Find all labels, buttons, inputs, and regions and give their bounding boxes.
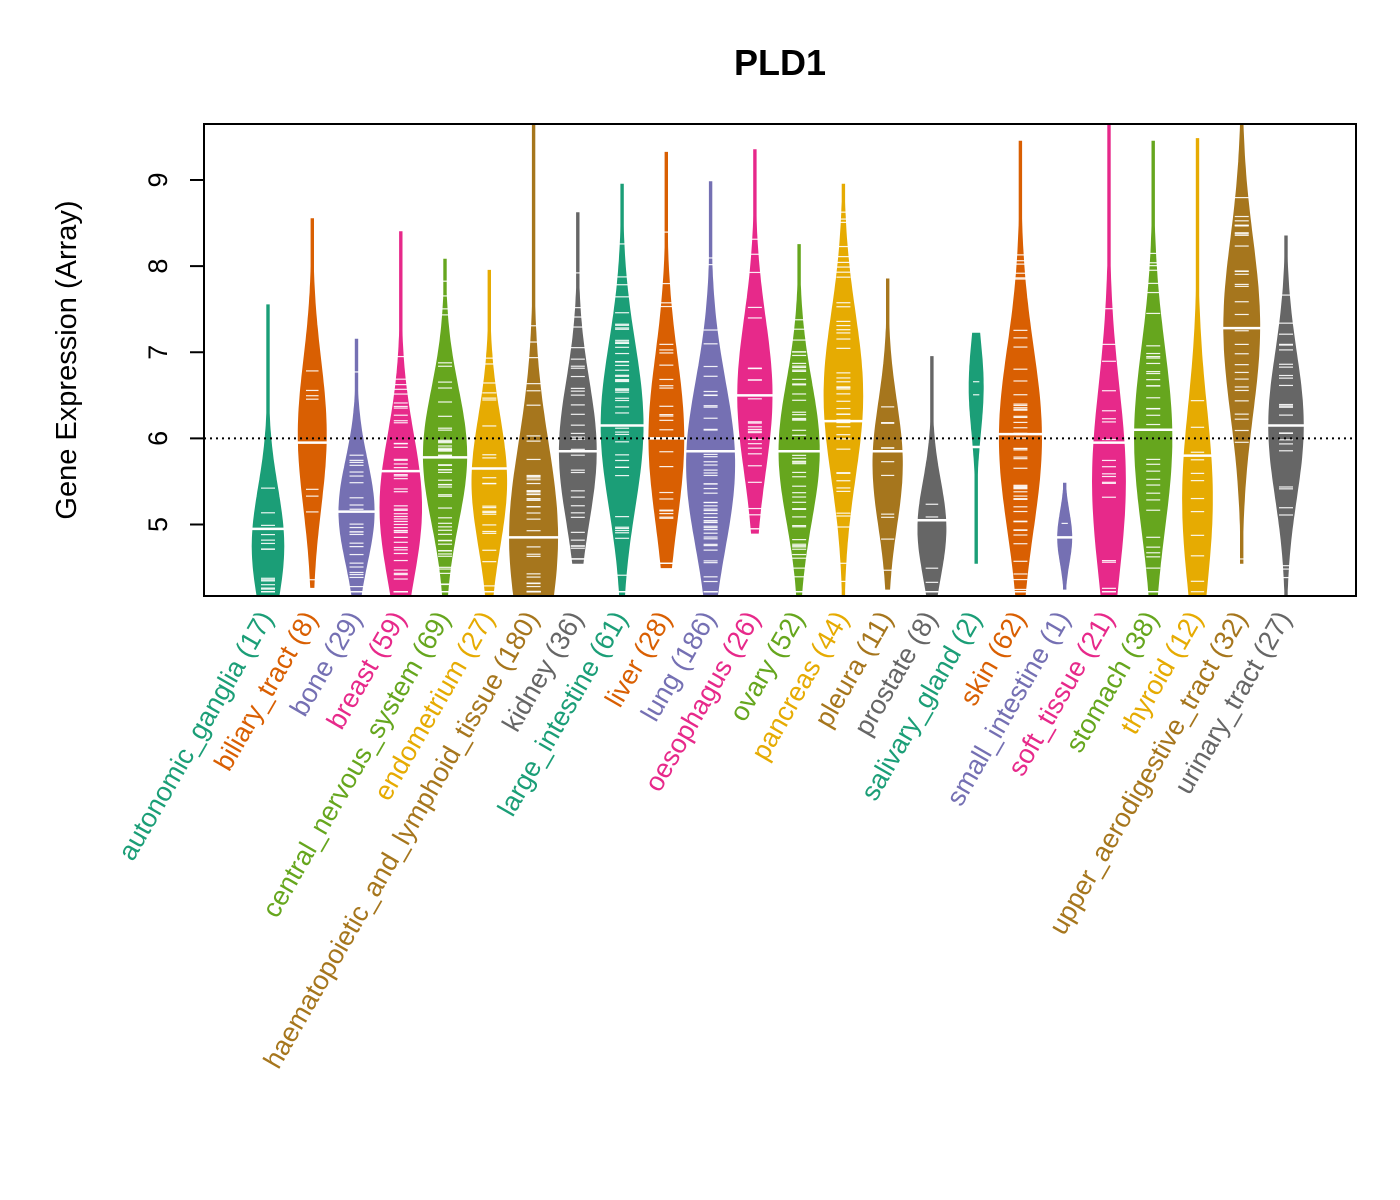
violin-body (686, 181, 736, 597)
violin-endometrium (471, 269, 508, 597)
violin-pleura (872, 278, 904, 590)
violin-central_nervous_system (422, 258, 468, 597)
violin-ovary (778, 244, 821, 597)
violin-body (1268, 235, 1304, 597)
violin-thyroid (1181, 138, 1214, 597)
violin-kidney (558, 212, 598, 564)
plot-frame (203, 123, 1357, 597)
violin-body (968, 332, 984, 564)
violin-haematopoietic_and_lymphoid_tissue (508, 123, 559, 597)
violin-bone (338, 338, 375, 597)
violin-body (379, 231, 422, 597)
violin-body (648, 151, 685, 569)
violin-biliary_tract (297, 218, 327, 588)
y-tick-label: 6 (143, 431, 173, 446)
violin-body (823, 183, 864, 597)
violin-small_intestine (1056, 482, 1073, 590)
violin-liver (648, 151, 685, 569)
violin-lung (685, 181, 736, 597)
chart-title: PLD1 (734, 42, 826, 83)
y-tick-label: 9 (143, 172, 173, 187)
violin-oesophagus (736, 149, 773, 534)
category-labels: autonomic_ganglia (17)biliary_tract (8)b… (112, 606, 1297, 1073)
violin-body (1057, 482, 1073, 590)
violin-layer (204, 123, 1356, 597)
y-tick-label: 8 (143, 259, 173, 274)
violin-autonomic_ganglia (251, 304, 285, 597)
violin-urinary_tract (1267, 235, 1305, 597)
violin-stomach (1133, 140, 1173, 597)
violin-body (471, 269, 508, 597)
violin-body (1182, 138, 1213, 597)
y-tick-label: 7 (143, 345, 173, 360)
violin-prostate (917, 356, 947, 597)
violin-body (251, 304, 285, 597)
y-axis-label: Gene Expression (Array) (51, 200, 83, 519)
violin-body (917, 356, 947, 597)
y-axis: 5 6 7 8 9 (143, 172, 205, 532)
violin-skin (998, 140, 1043, 597)
violin-salivary_gland (968, 332, 985, 564)
violin-body (297, 218, 327, 588)
violin-upper_aerodigestive_tract (1222, 123, 1261, 564)
violin-soft_tissue (1091, 123, 1127, 597)
violin-body (509, 123, 559, 597)
violin-body (737, 149, 773, 534)
violin-large_intestine (600, 183, 645, 597)
violin-breast (378, 231, 423, 597)
violin-body (1223, 123, 1261, 564)
violin-body (338, 338, 375, 597)
violin-body (1134, 140, 1173, 597)
y-tick-label: 5 (143, 517, 173, 532)
violin-body (1091, 123, 1126, 597)
violin-body (872, 278, 903, 590)
violin-pancreas (823, 183, 864, 597)
